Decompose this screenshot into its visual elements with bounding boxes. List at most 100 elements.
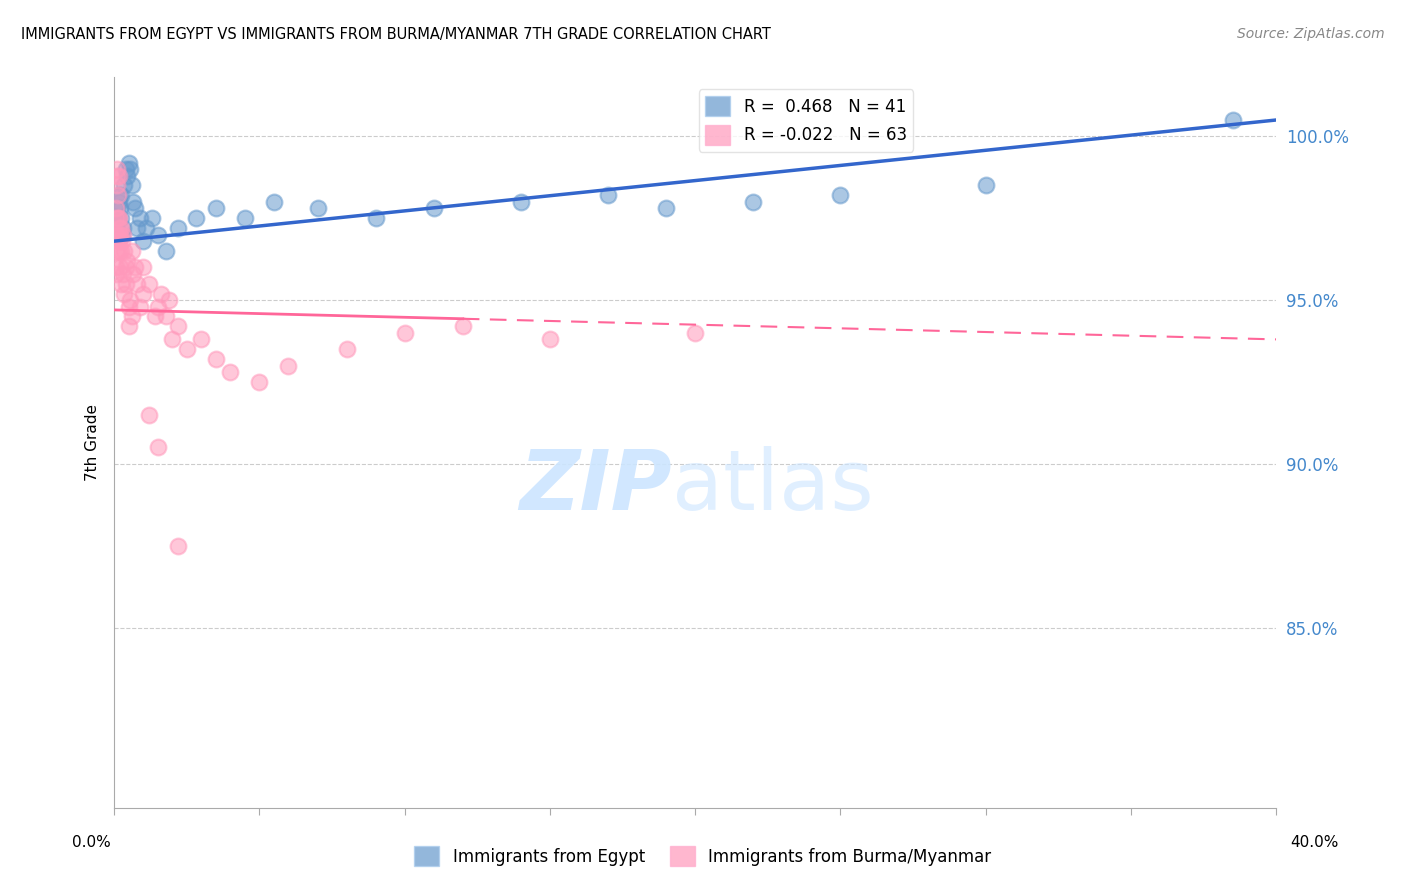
Point — [127, 277, 149, 291]
Point — [108, 227, 131, 242]
Point — [655, 202, 678, 216]
Point — [108, 202, 131, 216]
Point — [114, 277, 136, 291]
Point — [132, 260, 155, 275]
Point — [155, 244, 177, 258]
Point — [121, 310, 143, 324]
Point — [114, 162, 136, 177]
Point — [138, 277, 160, 291]
Point — [105, 211, 128, 226]
Point — [107, 169, 129, 183]
Text: 0.0%: 0.0% — [72, 836, 111, 850]
Point — [146, 300, 169, 314]
Point — [107, 194, 129, 209]
Point — [974, 178, 997, 193]
Point — [394, 326, 416, 340]
Point — [307, 202, 329, 216]
Point — [111, 234, 134, 248]
Point — [112, 244, 135, 258]
Text: 40.0%: 40.0% — [1291, 836, 1339, 850]
Point — [118, 300, 141, 314]
Point — [830, 188, 852, 202]
Point — [129, 300, 152, 314]
Point — [167, 221, 190, 235]
Point — [596, 188, 619, 202]
Point — [110, 277, 132, 291]
Point — [335, 342, 357, 356]
Point — [107, 211, 129, 226]
Point — [184, 211, 207, 226]
Point — [120, 293, 142, 307]
Point — [127, 221, 149, 235]
Point — [110, 188, 132, 202]
Point — [129, 211, 152, 226]
Point — [122, 267, 145, 281]
Text: IMMIGRANTS FROM EGYPT VS IMMIGRANTS FROM BURMA/MYANMAR 7TH GRADE CORRELATION CHA: IMMIGRANTS FROM EGYPT VS IMMIGRANTS FROM… — [21, 27, 770, 42]
Point — [118, 155, 141, 169]
Point — [132, 286, 155, 301]
Point — [111, 221, 134, 235]
Y-axis label: 7th Grade: 7th Grade — [86, 404, 100, 481]
Point — [105, 202, 128, 216]
Point — [110, 244, 132, 258]
Point — [108, 211, 131, 226]
Point — [107, 211, 129, 226]
Text: ZIP: ZIP — [519, 446, 672, 527]
Point — [118, 319, 141, 334]
Point — [112, 178, 135, 193]
Point — [117, 253, 139, 268]
Text: atlas: atlas — [672, 446, 873, 527]
Point — [141, 211, 163, 226]
Point — [112, 286, 135, 301]
Point — [104, 260, 127, 275]
Point — [117, 169, 139, 183]
Point — [124, 260, 146, 275]
Point — [111, 227, 134, 242]
Point — [124, 202, 146, 216]
Point — [249, 375, 271, 389]
Point — [110, 211, 132, 226]
Point — [143, 310, 166, 324]
Point — [364, 211, 387, 226]
Point — [451, 319, 474, 334]
Point — [155, 310, 177, 324]
Point — [219, 365, 242, 379]
Point — [104, 221, 127, 235]
Point — [108, 244, 131, 258]
Point — [120, 162, 142, 177]
Point — [149, 286, 172, 301]
Legend: R =  0.468   N = 41, R = -0.022   N = 63: R = 0.468 N = 41, R = -0.022 N = 63 — [699, 89, 914, 152]
Point — [110, 221, 132, 235]
Point — [107, 234, 129, 248]
Point — [422, 202, 444, 216]
Point — [105, 178, 128, 193]
Point — [157, 293, 180, 307]
Point — [233, 211, 256, 226]
Point — [277, 359, 299, 373]
Point — [146, 441, 169, 455]
Point — [742, 194, 765, 209]
Point — [132, 234, 155, 248]
Point — [104, 211, 127, 226]
Point — [105, 169, 128, 183]
Point — [105, 202, 128, 216]
Point — [107, 221, 129, 235]
Point — [538, 332, 561, 346]
Point — [108, 260, 131, 275]
Point — [111, 227, 134, 242]
Point — [190, 332, 212, 346]
Point — [135, 221, 157, 235]
Point — [105, 162, 128, 177]
Point — [167, 319, 190, 334]
Legend: Immigrants from Egypt, Immigrants from Burma/Myanmar: Immigrants from Egypt, Immigrants from B… — [408, 839, 998, 873]
Point — [105, 227, 128, 242]
Point — [122, 194, 145, 209]
Point — [205, 202, 228, 216]
Point — [167, 539, 190, 553]
Point — [121, 178, 143, 193]
Point — [509, 194, 531, 209]
Point — [146, 227, 169, 242]
Text: Source: ZipAtlas.com: Source: ZipAtlas.com — [1237, 27, 1385, 41]
Point — [176, 342, 198, 356]
Point — [263, 194, 285, 209]
